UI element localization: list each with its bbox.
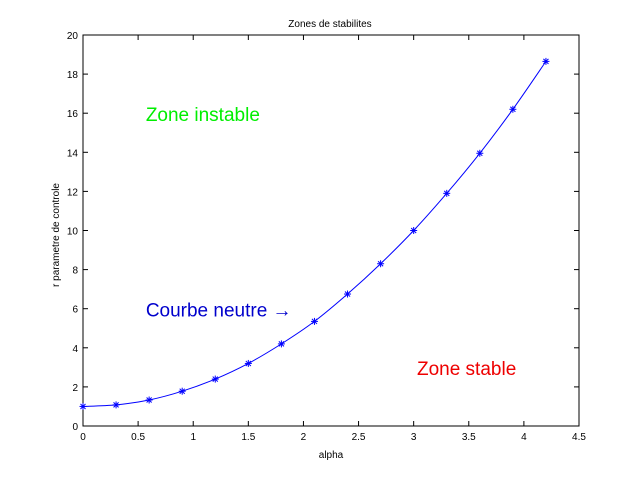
data-point-marker (178, 387, 186, 395)
annotations: Zone instable Courbe neutre → Zone stable (146, 105, 516, 380)
y-tick-label: 2 (72, 383, 78, 394)
x-tick-label: 3.5 (462, 432, 476, 443)
x-tick-label: 4 (521, 432, 527, 443)
y-tick-label: 8 (72, 266, 78, 277)
data-point-marker (509, 105, 517, 113)
data-point-marker (377, 260, 385, 268)
x-tick-label: 4.5 (572, 432, 586, 443)
x-tick-label: 2.5 (352, 432, 366, 443)
x-tick-label: 0.5 (131, 432, 145, 443)
y-tick-label: 14 (67, 148, 79, 159)
x-tick-label: 1.5 (241, 432, 255, 443)
data-point-marker (476, 149, 484, 157)
data-point-marker (344, 290, 352, 298)
data-point-marker (79, 402, 87, 410)
y-tick-label: 6 (72, 305, 78, 316)
y-tick-labels: 0 2 4 6 8 10 12 14 16 18 20 (67, 31, 79, 433)
data-point-marker (443, 189, 451, 197)
data-point-marker (244, 359, 252, 367)
annotation-label: Zone instable (146, 105, 260, 126)
x-tick-label: 0 (80, 432, 86, 443)
x-tick-labels: 0 0.5 1 1.5 2 2.5 3 3.5 4 4.5 (80, 432, 586, 443)
data-point-marker (277, 340, 285, 348)
annotation-label: Zone stable (417, 359, 516, 380)
data-point-marker (410, 227, 418, 234)
x-tick-label: 2 (301, 432, 307, 443)
x-tick-label: 1 (190, 432, 196, 443)
chart-title: Zones de stabilites (288, 19, 371, 30)
data-point-marker (310, 317, 318, 325)
x-axis-title: alpha (319, 450, 344, 461)
y-tick-label: 18 (67, 70, 79, 81)
axis-ticks (82, 34, 580, 427)
y-tick-label: 20 (67, 31, 79, 42)
y-tick-label: 4 (72, 344, 78, 355)
data-point-marker (542, 57, 550, 65)
y-tick-label: 0 (72, 422, 78, 433)
y-tick-label: 12 (67, 187, 79, 198)
data-point-marker (211, 375, 219, 383)
y-tick-label: 16 (67, 109, 79, 120)
data-point-marker (112, 401, 120, 409)
y-tick-label: 10 (67, 227, 79, 238)
data-point-marker (145, 396, 153, 404)
data-markers (79, 57, 550, 410)
y-axis-title: r parametre de controle (51, 183, 62, 287)
annotation-label: Courbe neutre → (146, 301, 292, 322)
x-tick-label: 3 (411, 432, 417, 443)
